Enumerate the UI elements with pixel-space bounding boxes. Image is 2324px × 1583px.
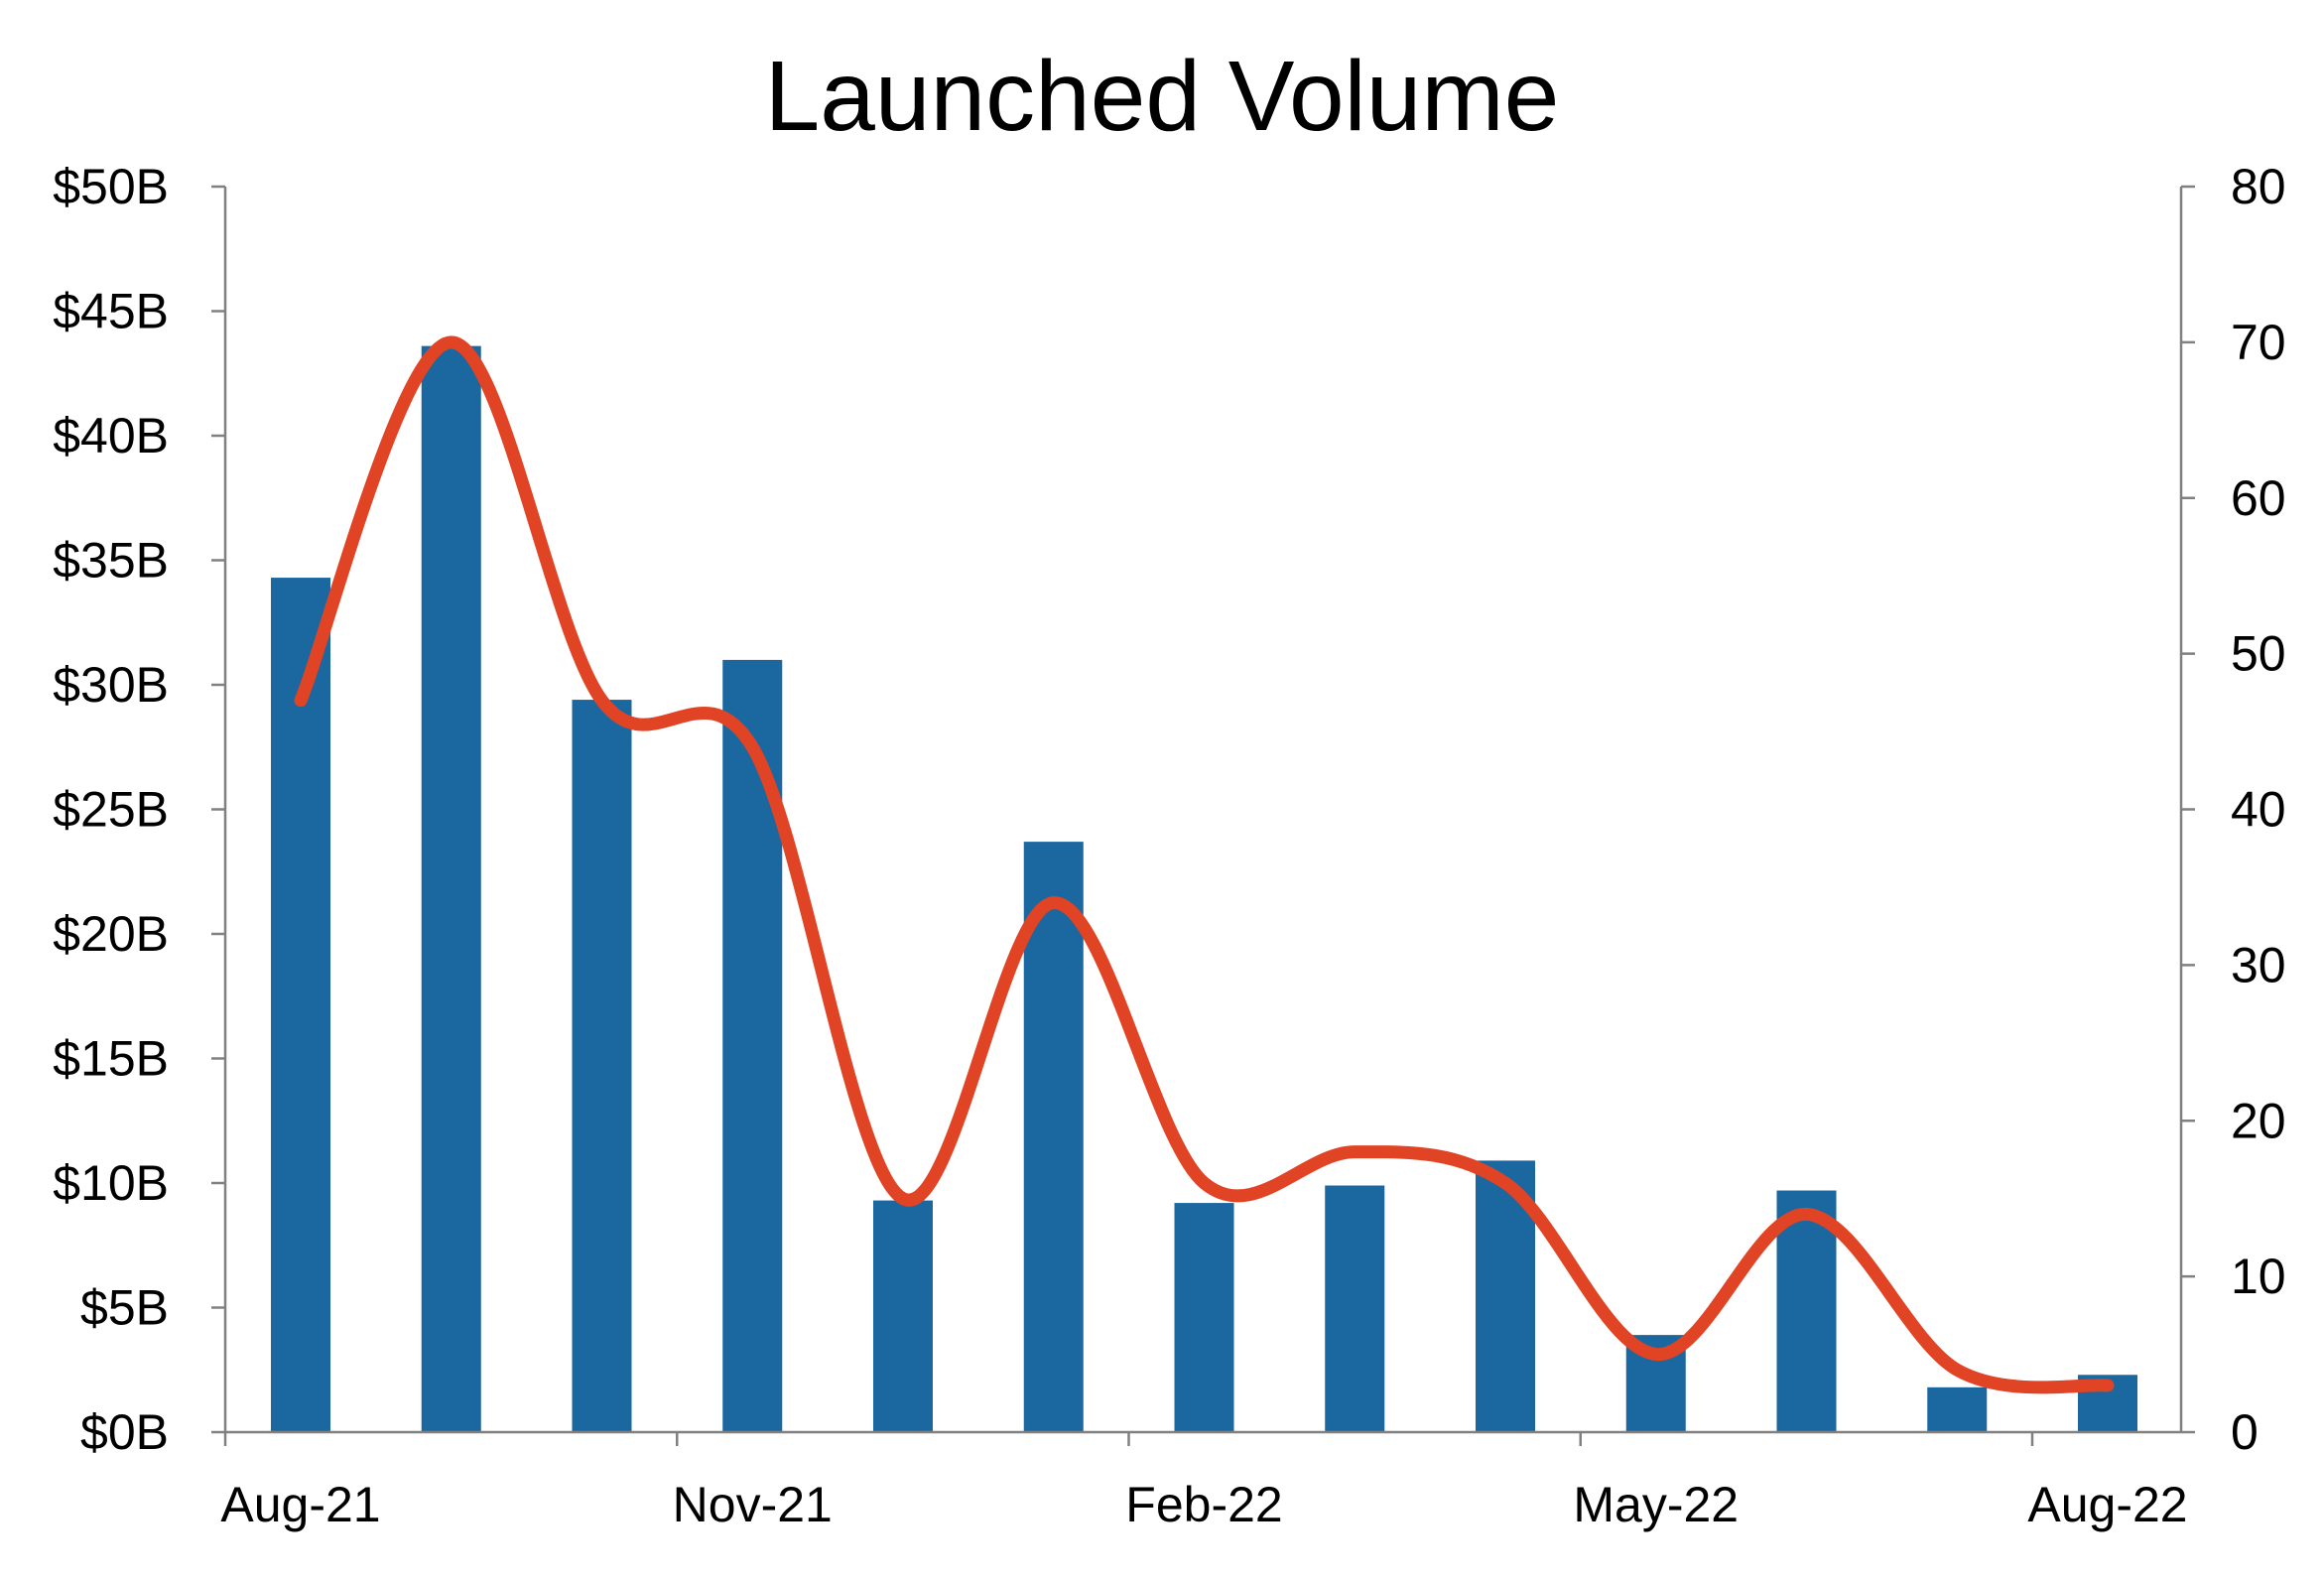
x-tick-label: Nov-21 — [673, 1477, 833, 1532]
bar-2022-02 — [1174, 1203, 1234, 1432]
x-tick-label: Aug-21 — [220, 1477, 380, 1532]
left-tick-label: $20B — [53, 906, 169, 962]
right-tick-label: 80 — [2231, 159, 2286, 214]
x-tick-label: Feb-22 — [1125, 1477, 1282, 1532]
right-tick-label: 10 — [2231, 1249, 2286, 1304]
left-tick-label: $30B — [53, 657, 169, 713]
left-tick-label: $15B — [53, 1031, 169, 1087]
x-tick-label: May-22 — [1573, 1477, 1739, 1532]
left-tick-label: $0B — [80, 1404, 169, 1460]
left-tick-label: $5B — [80, 1280, 169, 1336]
bar-2021-12 — [873, 1200, 933, 1432]
bar-2022-07 — [1927, 1386, 1988, 1432]
left-tick-label: $50B — [53, 159, 169, 214]
right-tick-label: 60 — [2231, 470, 2286, 526]
left-tick-label: $40B — [53, 408, 169, 463]
bar-2022-06 — [1776, 1190, 1837, 1432]
left-tick-label: $35B — [53, 533, 169, 589]
chart-title: Launched Volume — [764, 41, 1560, 152]
axes — [211, 185, 2195, 1446]
right-tick-label: 30 — [2231, 937, 2286, 992]
bar-2021-08 — [271, 578, 330, 1432]
bar-2021-09 — [421, 345, 481, 1432]
line-series — [294, 335, 2115, 1394]
bar-2022-03 — [1325, 1185, 1385, 1432]
right-tick-label: 70 — [2231, 315, 2286, 370]
left-tick-label: $10B — [53, 1155, 169, 1211]
bar-2021-10 — [572, 700, 632, 1432]
tick-labels: $0B $5B $10B $15B $20B $25B $30B $35B $40B $45B $5… — [53, 159, 2285, 1532]
bar-series — [271, 345, 2137, 1432]
right-tick-label: 0 — [2231, 1404, 2259, 1460]
left-tick-label: $45B — [53, 284, 169, 339]
right-tick-label: 50 — [2231, 626, 2286, 682]
x-tick-label: Aug-22 — [2027, 1477, 2187, 1532]
bar-2022-01 — [1023, 842, 1084, 1432]
right-tick-label: 20 — [2231, 1093, 2286, 1148]
bar-2021-11 — [722, 659, 783, 1432]
left-tick-label: $25B — [53, 782, 169, 838]
right-tick-label: 40 — [2231, 782, 2286, 838]
